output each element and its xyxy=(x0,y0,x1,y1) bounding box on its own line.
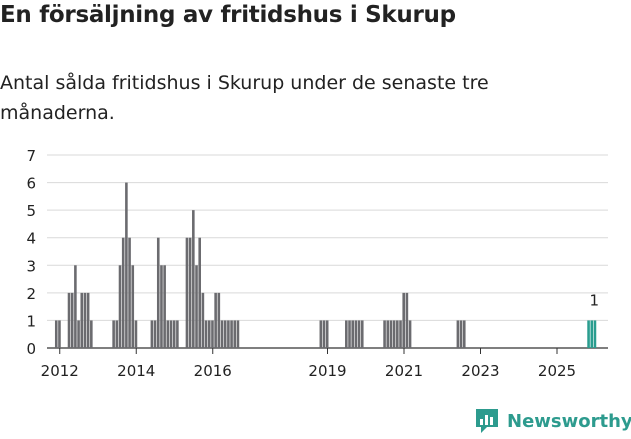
bar xyxy=(220,320,224,348)
bar xyxy=(198,237,201,348)
x-tick-label: 2023 xyxy=(461,362,499,380)
bar xyxy=(204,320,208,348)
bar xyxy=(115,320,119,348)
y-tick-label: 7 xyxy=(26,147,36,165)
data-label: 1 xyxy=(589,291,599,309)
bar xyxy=(128,237,131,348)
bar xyxy=(58,320,61,348)
annotations: 1 xyxy=(589,291,599,309)
bar xyxy=(80,292,84,348)
bar xyxy=(319,320,323,348)
y-tick-label: 0 xyxy=(26,340,36,358)
bar xyxy=(230,320,233,348)
bar xyxy=(396,320,399,348)
bar xyxy=(345,320,348,348)
bar xyxy=(125,182,128,348)
bar xyxy=(201,292,205,348)
chart-title: En försäljning av fritidshus i Skurup xyxy=(0,2,456,28)
bar xyxy=(121,237,125,348)
bar xyxy=(389,320,393,348)
newsworthy-logo: Newsworthy xyxy=(474,406,631,436)
bar xyxy=(462,320,466,348)
bar xyxy=(188,237,192,348)
bar xyxy=(456,320,460,348)
bars xyxy=(54,182,597,348)
bar xyxy=(587,320,590,348)
bar-chart: 0 1 2 3 4 5 6 7 2012 2014 2016 2019 2021 2023 2025 1 xyxy=(26,147,608,380)
y-tick-label: 5 xyxy=(26,202,36,220)
bar xyxy=(169,320,173,348)
bar xyxy=(54,320,58,348)
bar xyxy=(399,320,402,348)
bar xyxy=(590,320,594,348)
bar xyxy=(405,292,409,348)
bar xyxy=(351,320,354,348)
y-tick-label: 3 xyxy=(26,257,36,275)
bar xyxy=(153,320,157,348)
bar xyxy=(166,320,170,348)
bar xyxy=(322,320,326,348)
bar xyxy=(67,292,71,348)
bar xyxy=(172,320,176,348)
bar xyxy=(185,237,189,348)
bar xyxy=(383,320,386,348)
bar xyxy=(386,320,390,348)
bar xyxy=(77,320,80,348)
bar xyxy=(83,292,87,348)
bar xyxy=(227,320,230,348)
bar xyxy=(354,320,358,348)
chart-bubble-icon xyxy=(476,409,498,433)
bar xyxy=(74,265,77,348)
bar xyxy=(360,320,364,348)
y-axis: 0 1 2 3 4 5 6 7 xyxy=(26,147,36,358)
x-axis: 2012 2014 2016 2019 2021 2023 2025 xyxy=(41,348,576,380)
x-tick-label: 2025 xyxy=(538,362,576,380)
bar xyxy=(150,320,154,348)
bar xyxy=(233,320,237,348)
gridlines xyxy=(47,154,608,349)
bar xyxy=(86,292,90,348)
bar xyxy=(348,320,351,348)
bar xyxy=(459,320,463,348)
x-tick-label: 2019 xyxy=(308,362,346,380)
bar xyxy=(192,210,195,348)
bar xyxy=(176,320,179,348)
y-tick-label: 6 xyxy=(26,175,36,193)
bar xyxy=(90,320,93,348)
bar xyxy=(214,292,217,348)
bar xyxy=(163,265,166,348)
y-tick-label: 4 xyxy=(26,230,36,248)
bar xyxy=(70,292,74,348)
bar xyxy=(131,265,135,348)
y-tick-label: 2 xyxy=(26,285,36,303)
bar xyxy=(217,292,221,348)
bar xyxy=(156,237,160,348)
bar xyxy=(593,320,597,348)
x-tick-label: 2014 xyxy=(117,362,155,380)
bar xyxy=(195,265,198,348)
x-tick-label: 2012 xyxy=(41,362,79,380)
bar xyxy=(112,320,115,348)
y-tick-label: 1 xyxy=(26,312,36,330)
bar xyxy=(160,265,163,348)
x-tick-label: 2021 xyxy=(385,362,423,380)
bar xyxy=(207,320,211,348)
bar xyxy=(223,320,227,348)
bar xyxy=(211,320,214,348)
bar xyxy=(402,292,405,348)
bar xyxy=(118,265,122,348)
bar xyxy=(134,320,138,348)
bar xyxy=(325,320,329,348)
x-tick-label: 2016 xyxy=(194,362,232,380)
bar xyxy=(408,320,412,348)
bar xyxy=(357,320,361,348)
bar xyxy=(392,320,396,348)
bar xyxy=(236,320,240,348)
logo-text: Newsworthy xyxy=(507,410,631,432)
chart-subtitle: Antal sålda fritidshus i Skurup under de… xyxy=(0,72,489,124)
